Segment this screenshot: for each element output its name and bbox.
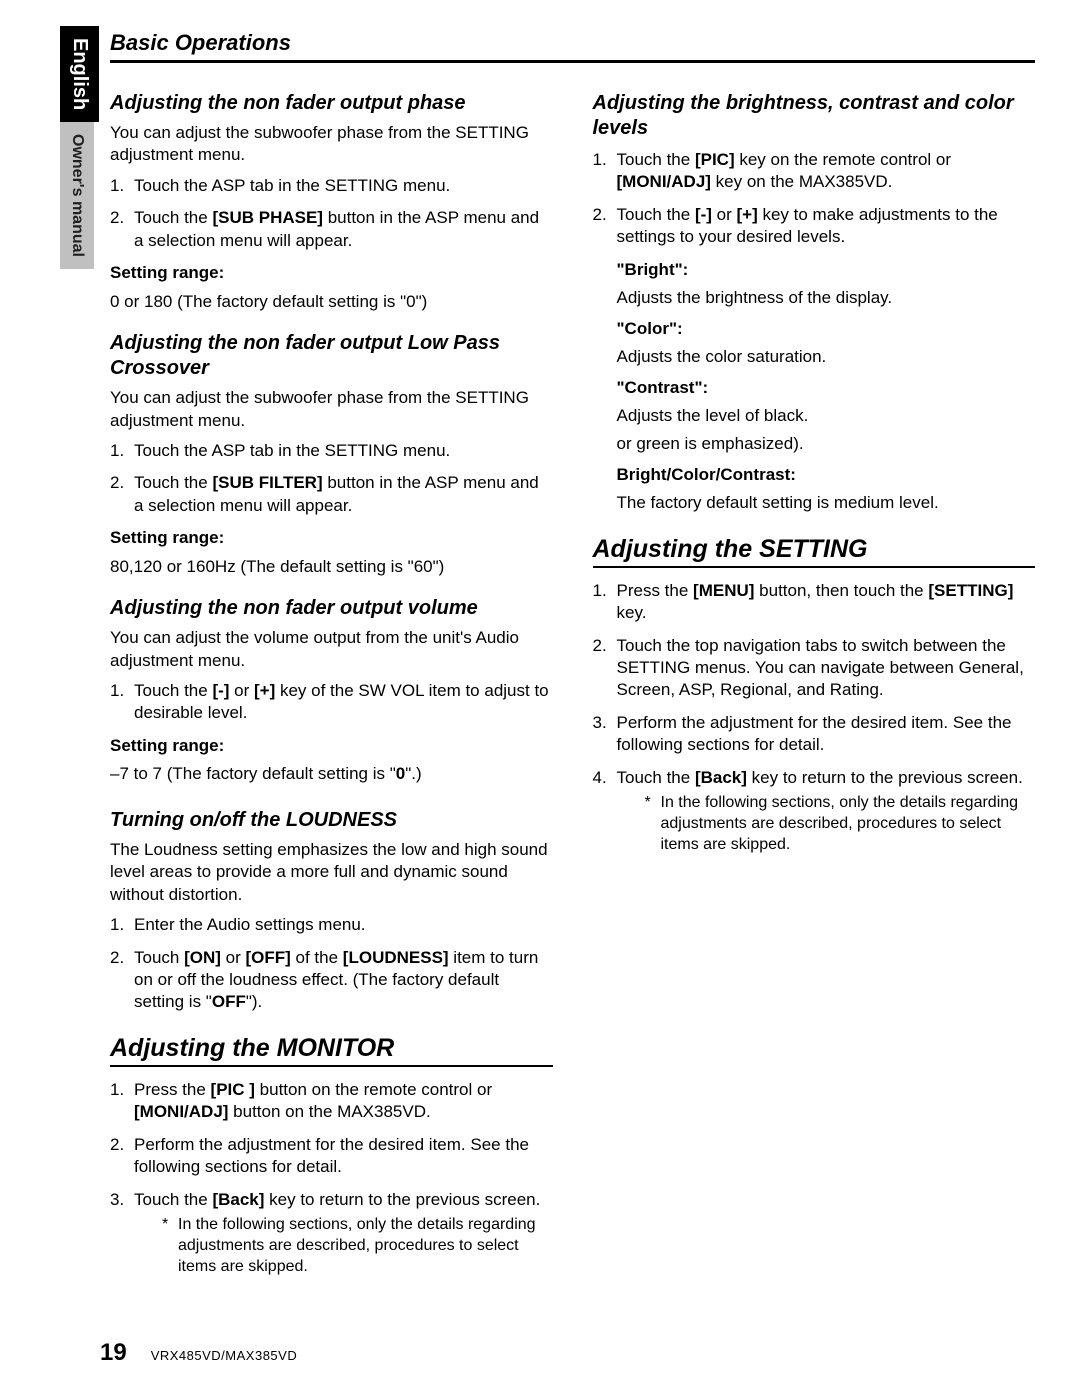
list-item: 4.Touch the [Back] key to return to the …: [593, 767, 1036, 856]
intro-phase: You can adjust the subwoofer phase from …: [110, 122, 553, 167]
text: Touch the [PIC] key on the remote contro…: [617, 150, 952, 191]
text: Press the [PIC ] button on the remote co…: [134, 1080, 492, 1121]
text: Touch the [-] or [+] key of the SW VOL i…: [134, 681, 549, 722]
list-item: 1.Touch the [-] or [+] key of the SW VOL…: [110, 680, 553, 725]
tab-language: English: [60, 26, 99, 122]
text: Perform the adjustment for the desired i…: [617, 713, 1012, 754]
contrast-text2: or green is emphasized).: [617, 433, 1036, 455]
list-item: 1.Press the [MENU] button, then touch th…: [593, 580, 1036, 625]
intro-lowpass: You can adjust the subwoofer phase from …: [110, 387, 553, 432]
list-item: 3.Touch the [Back] key to return to the …: [110, 1189, 553, 1278]
right-column: Adjusting the brightness, contrast and c…: [593, 83, 1036, 1287]
text: Touch the ASP tab in the SETTING menu.: [134, 441, 450, 460]
text: Press the [MENU] button, then touch the …: [617, 581, 1014, 622]
list-volume: 1.Touch the [-] or [+] key of the SW VOL…: [110, 680, 553, 725]
list-item: 3.Perform the adjustment for the desired…: [593, 712, 1036, 757]
list-item: 2.Touch the top navigation tabs to switc…: [593, 635, 1036, 702]
range-text: –7 to 7 (The factory default setting is …: [110, 763, 553, 785]
list-lowpass: 1.Touch the ASP tab in the SETTING menu.…: [110, 440, 553, 517]
text: Perform the adjustment for the desired i…: [134, 1135, 529, 1176]
list-monitor: 1.Press the [PIC ] button on the remote …: [110, 1079, 553, 1278]
list-item: 2.Touch the [SUB FILTER] button in the A…: [110, 472, 553, 517]
text: Touch the ASP tab in the SETTING menu.: [134, 176, 450, 195]
list-setting: 1.Press the [MENU] button, then touch th…: [593, 580, 1036, 856]
text: Touch the top navigation tabs to switch …: [617, 636, 1024, 700]
range-text: 80,120 or 160Hz (The default setting is …: [110, 556, 553, 578]
bcc-label: Bright/Color/Contrast:: [617, 464, 1036, 486]
range-label: Setting range:: [110, 735, 553, 757]
side-tab: English Owner's manual: [60, 26, 105, 269]
list-phase: 1.Touch the ASP tab in the SETTING menu.…: [110, 175, 553, 252]
page-number: 19: [100, 1339, 127, 1367]
page-title: Basic Operations: [110, 30, 1035, 63]
heading-lowpass: Adjusting the non fader output Low Pass …: [110, 331, 553, 381]
list-item: 1.Touch the ASP tab in the SETTING menu.: [110, 440, 553, 462]
contrast-label: "Contrast":: [617, 377, 1036, 399]
list-loudness: 1.Enter the Audio settings menu. 2.Touch…: [110, 914, 553, 1014]
text: Touch the [Back] key to return to the pr…: [134, 1190, 540, 1209]
heading-monitor: Adjusting the MONITOR: [110, 1034, 553, 1067]
bcc-text: The factory default setting is medium le…: [617, 492, 1036, 514]
heading-loudness: Turning on/off the LOUDNESS: [110, 808, 553, 833]
heading-setting: Adjusting the SETTING: [593, 535, 1036, 568]
list-item: 1.Enter the Audio settings menu.: [110, 914, 553, 936]
intro-volume: You can adjust the volume output from th…: [110, 627, 553, 672]
color-text: Adjusts the color saturation.: [617, 346, 1036, 368]
footer: 19 VRX485VD/MAX385VD: [100, 1339, 297, 1367]
content-columns: Adjusting the non fader output phase You…: [110, 83, 1035, 1287]
range-label: Setting range:: [110, 527, 553, 549]
color-label: "Color":: [617, 318, 1036, 340]
text: Touch the [SUB FILTER] button in the ASP…: [134, 473, 539, 514]
bright-text: Adjusts the brightness of the display.: [617, 287, 1036, 309]
note: *In the following sections, only the det…: [134, 1215, 553, 1277]
list-item: 2.Touch [ON] or [OFF] of the [LOUDNESS] …: [110, 947, 553, 1014]
contrast-text: Adjusts the level of black.: [617, 405, 1036, 427]
range-label: Setting range:: [110, 262, 553, 284]
bright-label: "Bright":: [617, 259, 1036, 281]
tab-doc-type: Owner's manual: [60, 122, 94, 269]
list-item: 2.Touch the [-] or [+] key to make adjus…: [593, 204, 1036, 515]
list-item: 2.Perform the adjustment for the desired…: [110, 1134, 553, 1179]
heading-phase: Adjusting the non fader output phase: [110, 91, 553, 116]
list-bcc: 1.Touch the [PIC] key on the remote cont…: [593, 149, 1036, 515]
list-item: 2.Touch the [SUB PHASE] button in the AS…: [110, 207, 553, 252]
heading-bcc: Adjusting the brightness, contrast and c…: [593, 91, 1036, 141]
list-item: 1.Press the [PIC ] button on the remote …: [110, 1079, 553, 1124]
list-item: 1.Touch the [PIC] key on the remote cont…: [593, 149, 1036, 194]
text: Touch the [-] or [+] key to make adjustm…: [617, 205, 998, 246]
range-text: 0 or 180 (The factory default setting is…: [110, 291, 553, 313]
heading-volume: Adjusting the non fader output volume: [110, 596, 553, 621]
text: Touch the [Back] key to return to the pr…: [617, 768, 1023, 787]
model-label: VRX485VD/MAX385VD: [151, 1348, 298, 1363]
note: *In the following sections, only the det…: [617, 793, 1036, 855]
text: Touch [ON] or [OFF] of the [LOUDNESS] it…: [134, 948, 538, 1012]
left-column: Adjusting the non fader output phase You…: [110, 83, 553, 1287]
intro-loudness: The Loudness setting emphasizes the low …: [110, 839, 553, 906]
list-item: 1.Touch the ASP tab in the SETTING menu.: [110, 175, 553, 197]
text: Touch the [SUB PHASE] button in the ASP …: [134, 208, 539, 249]
text: Enter the Audio settings menu.: [134, 915, 366, 934]
